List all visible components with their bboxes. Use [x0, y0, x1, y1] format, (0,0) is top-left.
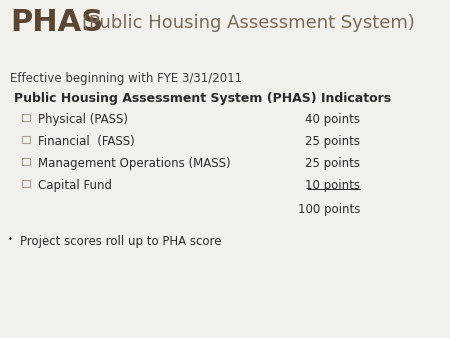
Text: 25 points: 25 points	[305, 157, 360, 170]
Text: Project scores roll up to PHA score: Project scores roll up to PHA score	[20, 235, 221, 248]
Text: 10 points: 10 points	[305, 179, 360, 192]
Text: 40 points: 40 points	[305, 113, 360, 126]
Bar	[22, 180, 30, 187]
Text: 100 points: 100 points	[297, 203, 360, 216]
Text: Effective beginning with FYE 3/31/2011: Effective beginning with FYE 3/31/2011	[10, 72, 242, 85]
Text: (Public Housing Assessment System): (Public Housing Assessment System)	[82, 14, 415, 32]
Text: •: •	[8, 235, 13, 244]
Text: Public Housing Assessment System (PHAS) Indicators: Public Housing Assessment System (PHAS) …	[14, 92, 391, 105]
Text: Management Operations (MASS): Management Operations (MASS)	[38, 157, 230, 170]
Text: Physical (PASS): Physical (PASS)	[38, 113, 128, 126]
Text: PHAS: PHAS	[10, 8, 103, 37]
Bar	[22, 136, 30, 143]
Text: Financial  (FASS): Financial (FASS)	[38, 135, 135, 148]
Bar	[22, 158, 30, 165]
Text: Capital Fund: Capital Fund	[38, 179, 112, 192]
Bar	[22, 114, 30, 121]
Text: 25 points: 25 points	[305, 135, 360, 148]
